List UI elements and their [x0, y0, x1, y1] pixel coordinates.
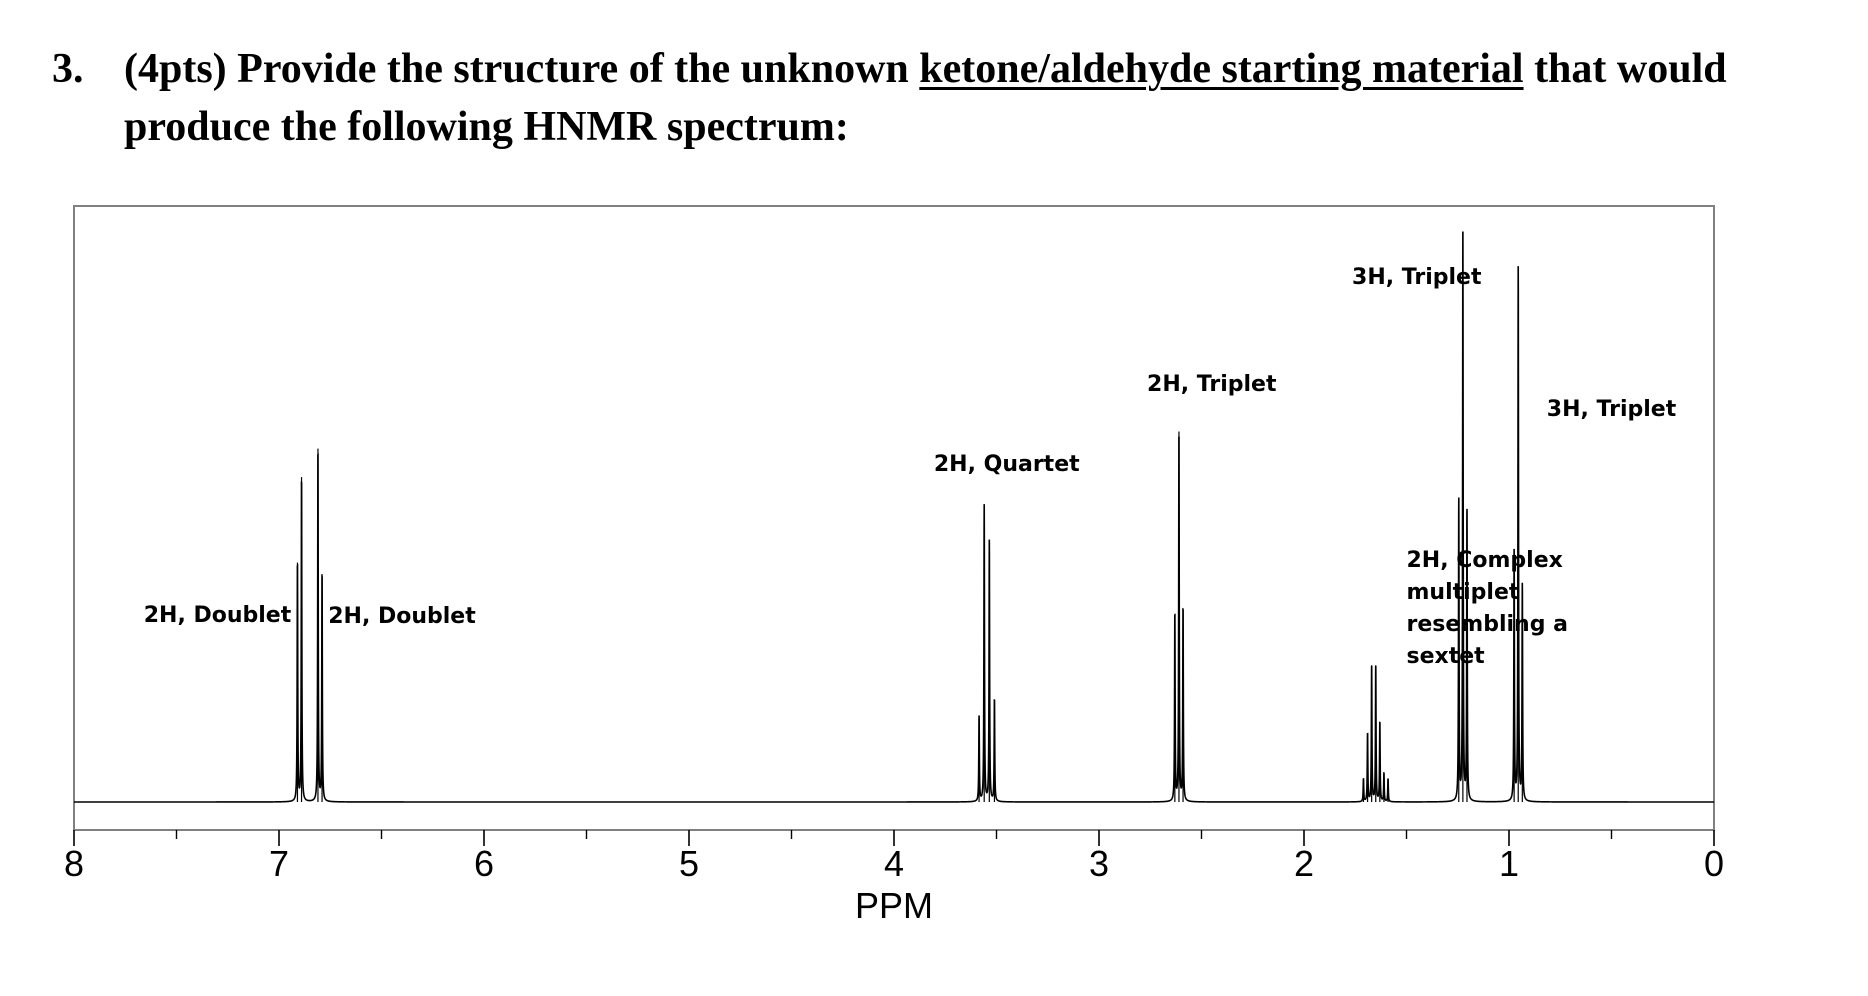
peak-annotation: sextet — [1407, 644, 1486, 669]
question-number: 3. — [52, 46, 84, 92]
spectrum-trace-group — [74, 231, 1714, 803]
x-axis-title: PPM — [855, 885, 933, 926]
tick-label: 3 — [1089, 843, 1109, 884]
question-text-after: that would produce the following HNMR sp… — [124, 46, 1727, 150]
tick-label: 1 — [1499, 843, 1519, 884]
peak-annotation: 2H, Doublet — [328, 604, 476, 629]
tick-label: 8 — [64, 843, 84, 884]
x-axis: 8 7 6 5 4 3 2 1 0 — [64, 830, 1724, 884]
tick-label: 7 — [269, 843, 289, 884]
peak-annotation: 3H, Triplet — [1352, 265, 1482, 290]
tick-label: 0 — [1704, 843, 1724, 884]
question-text-before: (4pts) Provide the structure of the unkn… — [124, 46, 920, 92]
question-underlined-phrase: ketone/aldehyde starting material — [919, 46, 1524, 92]
tick-label: 2 — [1294, 843, 1314, 884]
peak-annotation: 3H, Triplet — [1547, 397, 1677, 422]
spectrum-trace — [74, 231, 1714, 803]
peak-annotation: 2H, Triplet — [1147, 372, 1277, 397]
tick-label: 6 — [474, 843, 494, 884]
peak-annotation: resembling a — [1407, 612, 1568, 637]
peak-annotation: 2H, Quartet — [934, 452, 1080, 477]
peak-annotation: 2H, Complex — [1407, 548, 1563, 573]
question-body: (4pts) Provide the structure of the unkn… — [124, 40, 1824, 156]
tick-label: 4 — [884, 843, 904, 884]
tick-label: 5 — [679, 843, 699, 884]
peak-annotation: multiplet — [1407, 580, 1520, 605]
peak-annotation: 2H, Doublet — [144, 603, 292, 628]
peak-annotations: 2H, Doublet 2H, Doublet 2H, Quartet 2H, Tri… — [144, 265, 1677, 669]
